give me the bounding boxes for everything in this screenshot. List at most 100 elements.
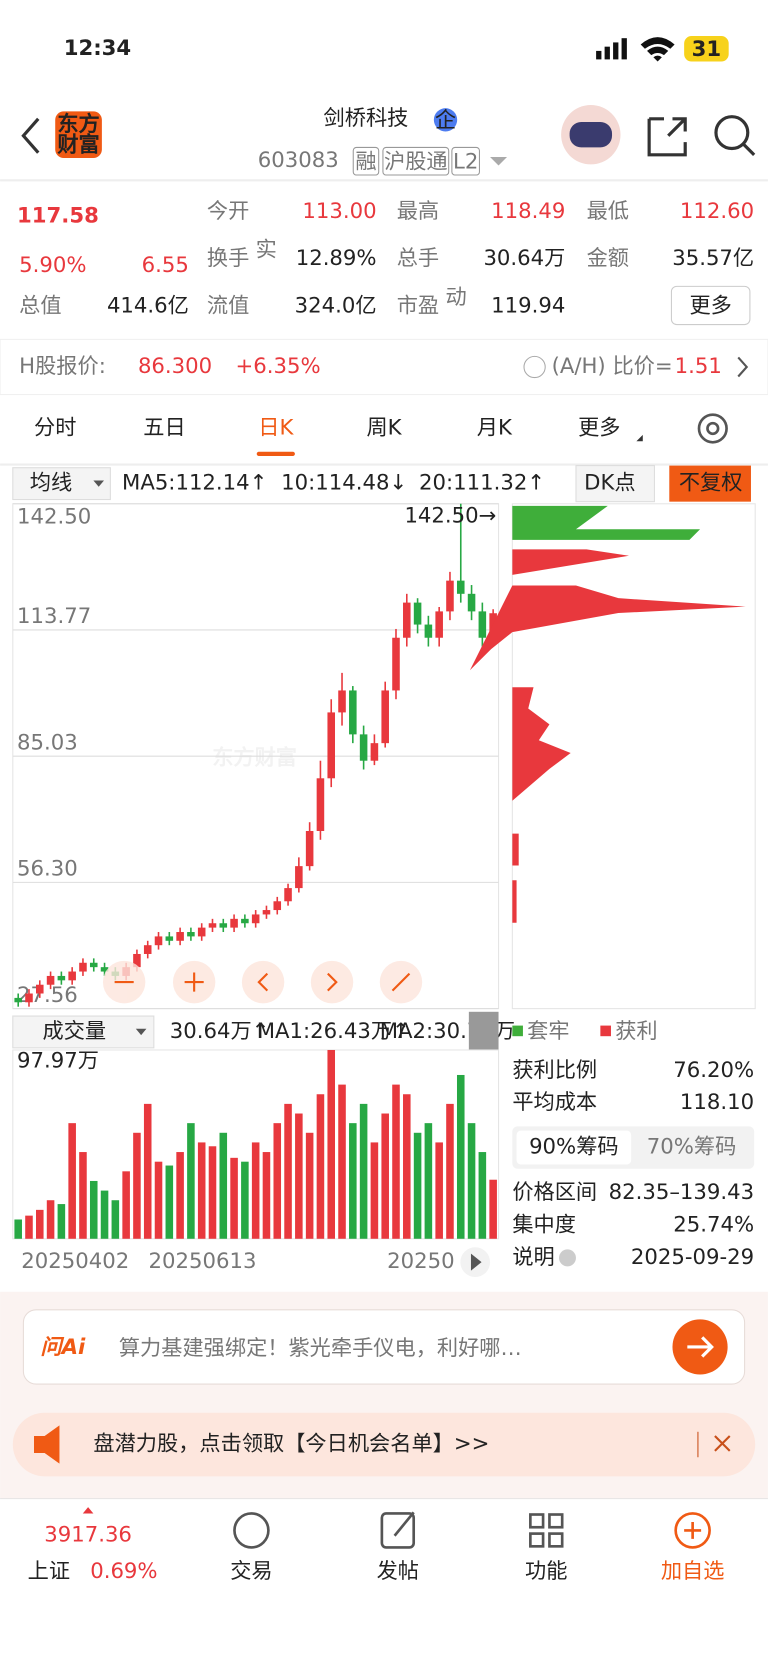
settings-button[interactable] bbox=[697, 413, 728, 444]
tab[interactable]: 分时 bbox=[34, 415, 76, 440]
volume-bar bbox=[456, 1074, 465, 1239]
chip-distribution bbox=[469, 503, 756, 1010]
volume-bar bbox=[489, 1179, 497, 1239]
adjust-button[interactable] bbox=[669, 465, 751, 502]
badge: 企 bbox=[435, 108, 456, 133]
candle-body bbox=[338, 690, 346, 713]
volume-selector[interactable] bbox=[12, 1015, 155, 1049]
volume-bar bbox=[176, 1152, 184, 1239]
candle-body bbox=[176, 932, 184, 941]
banner[interactable] bbox=[12, 1412, 756, 1477]
tab-underline bbox=[256, 451, 295, 457]
toggle[interactable]: 70%筹码 bbox=[647, 1135, 737, 1160]
chevron bbox=[737, 356, 749, 378]
volume-bar bbox=[359, 1103, 368, 1239]
ai-bar[interactable] bbox=[22, 1309, 746, 1385]
volume-bar bbox=[467, 1123, 476, 1239]
tag: L2 bbox=[453, 149, 478, 174]
hshare-label: H股报价: bbox=[19, 354, 106, 379]
stat-value: 113.00 bbox=[302, 199, 376, 224]
control-icons bbox=[114, 972, 411, 992]
tab[interactable]: 月K bbox=[477, 415, 513, 440]
candle-body bbox=[424, 624, 433, 638]
stat-value: 414.6亿 bbox=[107, 294, 189, 319]
hshare-row[interactable] bbox=[0, 338, 768, 396]
index-percent[interactable]: 0.69% bbox=[90, 1559, 157, 1584]
more-label[interactable]: 更多 bbox=[689, 294, 731, 319]
search-button[interactable] bbox=[714, 115, 756, 156]
candle-body bbox=[456, 580, 465, 594]
ma-selector[interactable] bbox=[12, 467, 111, 501]
y-tick-label: 142.50 bbox=[17, 505, 91, 530]
candle-body bbox=[219, 923, 228, 928]
volume-chart bbox=[14, 1049, 497, 1239]
volume-bar bbox=[392, 1084, 400, 1239]
nav-label[interactable]: 交易 bbox=[230, 1559, 272, 1584]
tag-box bbox=[451, 146, 480, 176]
dk-button[interactable] bbox=[575, 465, 655, 503]
tag-box bbox=[352, 146, 380, 176]
volume-bar bbox=[230, 1157, 238, 1239]
close-banner[interactable] bbox=[714, 1435, 731, 1452]
stat-label: 最高 bbox=[397, 199, 439, 224]
tab[interactable]: 日K bbox=[258, 415, 294, 440]
candle-body bbox=[359, 734, 368, 761]
volume-bar bbox=[36, 1209, 44, 1239]
index-value[interactable]: 3917.36 bbox=[44, 1523, 132, 1548]
expand-tab[interactable] bbox=[468, 1011, 499, 1050]
ah-ratio-label: (A/H) 比价= bbox=[552, 354, 673, 379]
dk-label[interactable]: DK点 bbox=[584, 471, 635, 496]
candle-body bbox=[295, 866, 303, 889]
y-tick-label: 56.30 bbox=[17, 857, 78, 882]
select-arrow bbox=[135, 1028, 147, 1036]
dropdown-arrow[interactable] bbox=[490, 156, 508, 166]
date-label: 20250613 bbox=[149, 1249, 257, 1274]
chip-detail-label: 集中度 bbox=[512, 1213, 576, 1238]
watermark: 东方财富 bbox=[212, 744, 297, 770]
stat-value: 112.60 bbox=[680, 199, 754, 224]
toggle-active[interactable] bbox=[516, 1130, 632, 1165]
share-button[interactable] bbox=[647, 117, 687, 157]
tab[interactable]: 更多 bbox=[578, 415, 620, 440]
more-arrow bbox=[636, 434, 643, 442]
volume-bar bbox=[370, 1142, 379, 1239]
stat-label: 流值 bbox=[207, 294, 249, 319]
y-tick-label: 85.03 bbox=[17, 730, 78, 755]
ai-prompt: 算力基建强绑定！紫光牵手仪电，利好哪… bbox=[119, 1336, 522, 1361]
volume-selector-label[interactable]: 成交量 bbox=[43, 1019, 107, 1044]
pan-right[interactable] bbox=[310, 960, 354, 1004]
more-button[interactable] bbox=[670, 285, 751, 326]
banner-text: 盘潜力股，点击领取【今日机会名单】>> bbox=[93, 1432, 489, 1457]
nav-label[interactable]: 功能 bbox=[525, 1559, 567, 1584]
last-price: 117.58 bbox=[17, 203, 99, 228]
candle-body bbox=[57, 975, 66, 981]
stat-label: 换手 bbox=[207, 246, 249, 271]
info-icon bbox=[558, 1249, 576, 1267]
stat-value: 30.64万 bbox=[483, 246, 565, 271]
adjust-label[interactable]: 不复权 bbox=[679, 471, 743, 496]
back-button[interactable] bbox=[21, 117, 40, 154]
candle-body bbox=[230, 918, 238, 928]
volume-current: 30.64万↑ bbox=[170, 1019, 270, 1044]
help-icon[interactable] bbox=[523, 355, 546, 379]
chip-detail-label: 说明 bbox=[512, 1245, 554, 1270]
volume-bar bbox=[338, 1084, 346, 1239]
volume-max-label: 97.97万 bbox=[17, 1049, 99, 1074]
stat-value: 118.49 bbox=[491, 199, 565, 224]
date-label: 20250402 bbox=[21, 1249, 129, 1274]
candle-body bbox=[327, 712, 336, 779]
chip-detail-value: 2025-09-29 bbox=[631, 1245, 754, 1270]
nav-label[interactable]: 加自选 bbox=[661, 1559, 725, 1584]
tab[interactable]: 周K bbox=[366, 415, 402, 440]
ma-selector-label[interactable]: 均线 bbox=[30, 471, 72, 496]
tab[interactable]: 五日 bbox=[143, 415, 185, 440]
volume-bar bbox=[413, 1132, 422, 1239]
pan-left[interactable] bbox=[241, 960, 285, 1004]
volume-bar bbox=[208, 1146, 217, 1239]
toggle[interactable]: 90%筹码 bbox=[529, 1135, 619, 1160]
index-name[interactable]: 上证 bbox=[28, 1559, 70, 1584]
candle-body bbox=[403, 602, 411, 638]
quote-stats: 今开 113.00 最高 118.49 最低 112.60 换手实 12.89% 总手 30.64… bbox=[19, 199, 754, 318]
nav-label[interactable]: 发帖 bbox=[377, 1559, 419, 1584]
